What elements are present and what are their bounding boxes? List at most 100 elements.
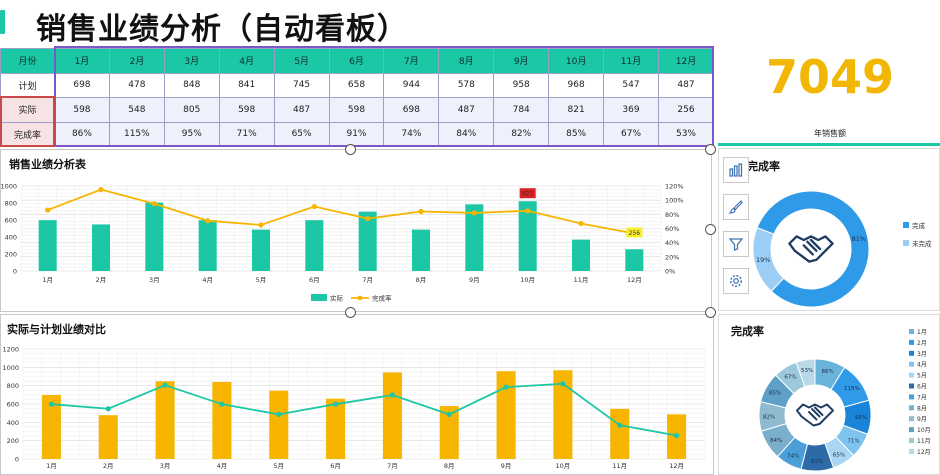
completion-panel[interactable]: 完成率 81% 19% 完成 未完成 [718,148,940,311]
y-tick-label: 1000 [2,364,19,372]
x-tick-label: 9月 [501,462,512,470]
slice-label: 67% [784,374,796,380]
table-cell[interactable]: 67% [603,121,659,147]
table-cell[interactable]: 1月 [54,48,110,74]
page-title: 销售业绩分析（自动看板） [36,12,408,47]
x-tick-label: 5月 [273,462,284,470]
actual-point [503,384,509,390]
rate-point [578,220,584,227]
table-cell[interactable]: 548 [108,97,165,123]
bar-plan [41,395,61,459]
highlight-label: 256 [629,230,641,237]
table-cell[interactable]: 4月 [218,48,275,74]
kpi-table: 月份 1月 2月 3月 4月 5月 6月 7月 8月 9月 10月 11月 12月 计划 698 478 848… [0,48,715,147]
sales-analysis-panel[interactable]: 销售业绩分析表 0 200 400 600 800 1000 0% 20% 40% 60% 80% 1… [0,149,712,312]
settings-icon[interactable] [723,268,749,294]
table-cell[interactable]: 9月 [493,48,550,74]
rate-point [205,218,211,224]
x-tick-label: 2月 [96,276,107,284]
legend-label: 6月 [917,384,927,391]
table-cell[interactable]: 784 [493,97,550,123]
table-cell[interactable]: 958 [493,72,550,98]
table-cell[interactable]: 115% [108,121,165,147]
x-tick-label: 4月 [202,276,213,284]
table-cell[interactable]: 256 [657,97,715,123]
table-cell[interactable]: 848 [163,72,220,98]
x-tick-label: 4月 [217,462,228,470]
table-cell[interactable]: 487 [273,97,330,123]
filter-icon[interactable] [723,231,749,257]
table-cell[interactable]: 86% [54,121,110,147]
table-cell[interactable]: 944 [383,72,440,98]
legend-swatch [909,329,914,334]
legend-label: 9月 [917,416,927,423]
legend-label-actual: 实际 [330,294,344,303]
bar-plan [496,371,516,459]
monthly-completion-panel[interactable]: 完成率 86% 115% 95% 71% 65% 91% 74% 84% 82% 85% 67% 53… [718,314,940,475]
resize-handle[interactable] [705,307,716,318]
table-cell[interactable]: 11月 [603,48,659,74]
table-cell[interactable]: 821 [548,97,605,123]
chart-type-icon[interactable] [723,157,749,183]
brush-icon[interactable] [723,194,749,220]
bar-actual [92,224,110,271]
table-cell[interactable]: 698 [383,97,440,123]
table-cell[interactable]: 369 [603,97,659,123]
actual-point [162,382,168,388]
table-cell[interactable]: 2月 [108,48,165,74]
table-cell[interactable]: 82% [493,121,550,147]
y-tick-label: 400 [5,234,17,242]
table-cell[interactable]: 598 [218,97,275,123]
handshake-icon [788,235,834,263]
bar-plan [269,390,289,459]
table-cell[interactable]: 478 [108,72,165,98]
legend-label: 8月 [917,405,927,412]
table-cell[interactable]: 53% [657,121,715,147]
table-cell[interactable]: 968 [548,72,605,98]
table-cell[interactable]: 91% [328,121,385,147]
table-cell[interactable]: 698 [54,72,110,98]
actual-vs-plan-panel[interactable]: 实际与计划业绩对比 0 200 400 600 800 1000 1200 1月 2月 3月 4月 5… [0,314,714,475]
table-cell[interactable]: 578 [438,72,495,98]
table-cell[interactable]: 74% [383,121,440,147]
table-cell[interactable]: 7月 [383,48,440,74]
table-cell[interactable]: 805 [163,97,220,123]
slice-label: 53% [801,368,813,374]
slice-label: 85% [769,391,781,397]
legend-label: 未完成 [912,239,932,248]
bar-plan [98,415,118,459]
actual-point [332,401,339,407]
table-cell[interactable]: 10月 [548,48,605,74]
table-cell[interactable]: 85% [548,121,605,147]
slice-label: 86% [822,369,834,375]
resize-handle[interactable] [705,144,716,155]
table-cell[interactable]: 6月 [328,48,385,74]
y-tick-label: 800 [7,382,19,390]
table-cell[interactable]: 547 [603,72,659,98]
table-cell[interactable]: 598 [54,97,110,123]
table-cell[interactable]: 3月 [163,48,220,74]
resize-handle[interactable] [345,144,356,155]
table-cell[interactable]: 65% [273,121,330,147]
table-cell[interactable]: 5月 [273,48,330,74]
annual-sales-value: 7049 [765,50,895,104]
resize-handle[interactable] [705,224,716,235]
y-tick-label: 200 [5,251,17,259]
legend-swatch-rate-dot [357,295,363,301]
table-cell[interactable]: 841 [218,72,275,98]
table-cell[interactable]: 12月 [657,48,715,74]
table-cell[interactable]: 487 [438,97,495,123]
table-cell[interactable]: 8月 [438,48,495,74]
resize-handle[interactable] [345,307,356,318]
table-cell[interactable]: 71% [218,121,275,147]
table-cell[interactable]: 487 [657,72,715,98]
actual-vs-plan-chart: 0 200 400 600 800 1000 1200 1月 2月 3月 4月 5月 6月 7月 8月 9月 1… [2,346,706,470]
legend-swatch-actual [311,294,327,301]
table-cell[interactable]: 598 [328,97,385,123]
table-cell[interactable]: 95% [163,121,220,147]
legend-label: 10月 [917,427,931,434]
table-cell[interactable]: 84% [438,121,495,147]
table-cell[interactable]: 658 [328,72,385,98]
table-cell[interactable]: 745 [273,72,330,98]
x-tick-label: 12月 [627,276,642,284]
